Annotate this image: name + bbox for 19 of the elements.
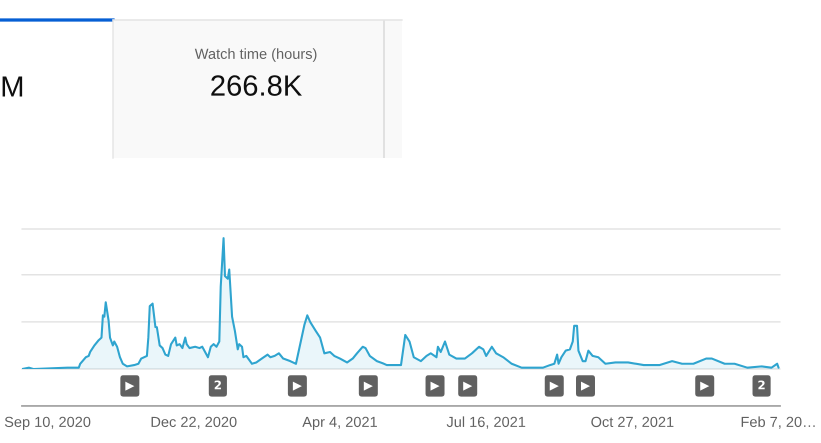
x-tick-label: Apr 4, 2021: [302, 416, 377, 430]
x-tick-label: Sep 10, 2020: [4, 416, 90, 430]
x-tick-label: Jul 16, 2021: [446, 416, 526, 429]
text: ▶: [463, 382, 472, 391]
text: ▶: [700, 382, 710, 391]
x-tick-label: Oct 27, 2021: [591, 416, 674, 429]
text: 2: [758, 380, 765, 390]
text: ▶: [125, 382, 134, 391]
text: Watch time (hours): [194, 48, 316, 62]
text: ▶: [430, 382, 440, 391]
text: 2: [214, 380, 221, 390]
text: M: [2, 76, 22, 97]
text: ▶: [364, 382, 373, 391]
text: 266.8K: [211, 75, 302, 96]
text: ▶: [550, 382, 559, 391]
x-tick-label: Dec 22, 2020: [152, 416, 237, 429]
x-tick-label: Feb 7, 20…: [742, 416, 815, 429]
text: ▶: [580, 382, 590, 391]
text: ▶: [292, 382, 302, 391]
